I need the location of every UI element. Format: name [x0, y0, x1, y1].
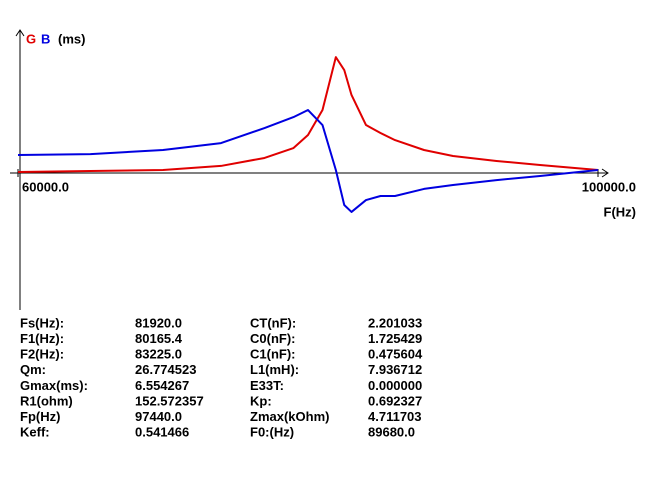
legend-entry: G: [26, 31, 36, 46]
parameter-value: 89680.0: [368, 425, 415, 440]
x-tick-label: 100000.0: [582, 179, 636, 194]
parameter-value: 83225.0: [135, 347, 182, 362]
x-axis-label: F(Hz): [604, 204, 637, 219]
series-line: [17, 56, 599, 173]
parameter-value: 0.000000: [368, 378, 422, 393]
parameter-value: 2.201033: [368, 315, 422, 330]
parameter-value: 26.774523: [135, 362, 196, 377]
parameter-value: 0.541466: [135, 425, 189, 440]
parameter-label: C1(nF):: [250, 347, 296, 362]
parameter-value: 97440.0: [135, 409, 182, 424]
parameter-value: 6.554267: [135, 378, 189, 393]
parameter-label: C0(nF):: [250, 331, 296, 346]
legend-entry: B: [41, 31, 50, 46]
parameter-label: F2(Hz):: [20, 347, 64, 362]
parameter-value: 7.936712: [368, 362, 422, 377]
parameter-label: F0:(Hz): [250, 425, 294, 440]
legend: G B (ms): [26, 31, 85, 46]
parameter-label: Keff:: [20, 425, 50, 440]
parameter-label: L1(mH):: [250, 362, 299, 377]
parameter-label: Kp:: [250, 393, 272, 408]
parameter-value: 4.711703: [368, 409, 422, 424]
parameter-label: Zmax(kOhm): [250, 409, 329, 424]
parameter-value: 0.692327: [368, 393, 422, 408]
x-axis-arrow: [601, 168, 609, 178]
parameter-value: 81920.0: [135, 315, 182, 330]
y-axis-arrow: [15, 29, 25, 37]
parameter-label: Gmax(ms):: [20, 378, 88, 393]
x-tick-label: 60000.0: [22, 179, 69, 194]
parameter-label: Qm:: [20, 362, 46, 377]
parameter-label: F1(Hz):: [20, 331, 64, 346]
series-line: [17, 109, 599, 213]
parameter-value: 152.572357: [135, 393, 204, 408]
parameter-value: 1.725429: [368, 331, 422, 346]
parameter-value: 0.475604: [368, 347, 423, 362]
parameter-label: R1(ohm): [20, 393, 73, 408]
parameter-label: CT(nF):: [250, 315, 296, 330]
parameter-label: E33T:: [250, 378, 284, 393]
parameter-label: Fs(Hz):: [20, 315, 64, 330]
parameter-value: 80165.4: [135, 331, 183, 346]
parameter-table: Fs(Hz): 81920.0 CT(nF): 2.201033 F1(Hz): 8016…: [20, 315, 423, 439]
parameter-label: Fp(Hz): [20, 409, 60, 424]
y-axis-label: (ms): [58, 31, 85, 46]
